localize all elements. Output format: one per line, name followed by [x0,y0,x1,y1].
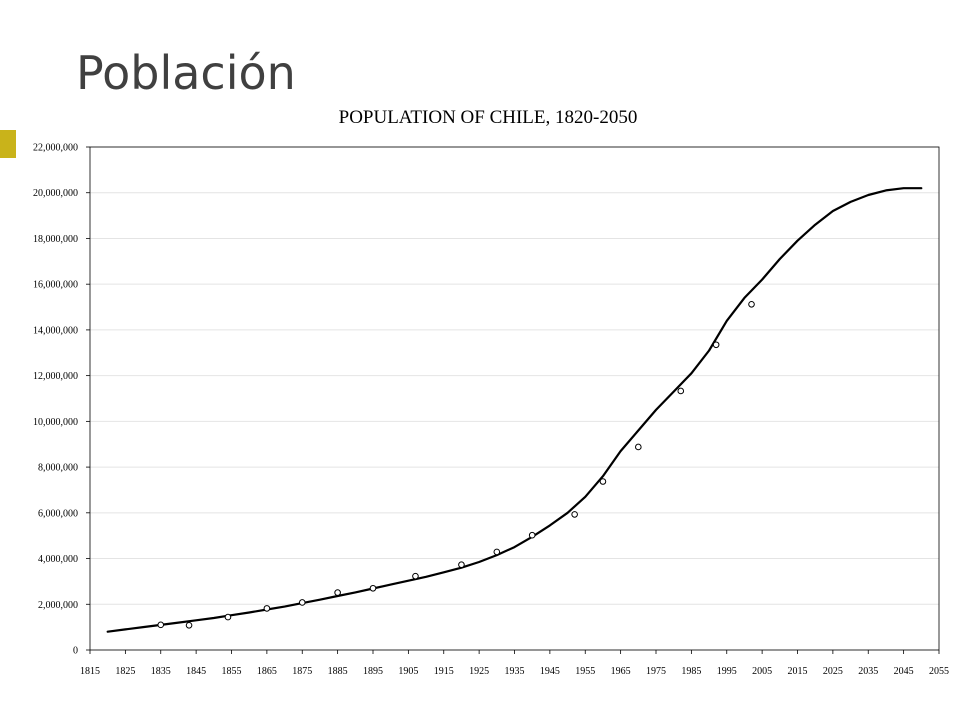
census-point [369,584,377,592]
census-point [528,531,536,539]
census-point [677,387,685,395]
y-tick-label: 4,000,000 [38,554,78,565]
y-tick-label: 12,000,000 [33,371,78,382]
x-tick-label: 1905 [398,666,418,676]
x-tick-label: 1965 [611,666,631,676]
chart-title: POPULATION OF CHILE, 1820-2050 [339,107,638,128]
x-tick-label: 1925 [469,666,489,676]
x-tick-label: 1875 [292,666,312,676]
x-tick-label: 1855 [222,666,242,676]
x-tick-label: 1845 [186,666,206,676]
x-tick-label: 1865 [257,666,277,676]
x-tick-label: 2055 [929,666,949,676]
census-point [748,301,755,308]
y-tick-label: 18,000,000 [33,234,78,245]
slide-title: Población [76,46,296,100]
grid-lines [90,146,939,651]
census-point [635,443,642,451]
plot-frame [89,146,940,651]
x-tick-label: 1885 [328,666,348,676]
y-tick-label: 0 [73,646,78,657]
census-point [224,613,232,621]
census-point [493,548,501,556]
y-tick-label: 8,000,000 [38,463,78,474]
y-tick-label: 16,000,000 [33,280,78,291]
census-point [263,605,271,612]
y-tick-label: 2,000,000 [38,600,78,611]
x-tick-label: 1835 [151,666,171,676]
x-tick-label: 1975 [646,666,666,676]
population-trend-line [106,187,923,633]
census-point [298,599,306,606]
x-tick-label: 2035 [858,666,878,676]
population-chart: POPULATION OF CHILE, 1820-2050 0 2,000,00… [33,107,949,677]
census-point [458,561,465,569]
x-tick-label: 1815 [80,666,100,676]
x-tick-label: 2015 [788,666,808,676]
x-tick-label: 1995 [717,666,737,676]
x-tick-label: 1945 [540,666,560,676]
census-point [185,622,193,629]
y-tick-label: 10,000,000 [33,417,78,428]
x-tick-label: 1985 [681,666,701,676]
series-layer [106,187,923,633]
y-tick-label: 22,000,000 [33,143,78,154]
census-point [412,572,419,580]
x-tick-label: 1895 [363,666,383,676]
y-tick-label: 6,000,000 [38,508,78,519]
x-tick-label: 2045 [894,666,914,676]
census-point [571,511,578,518]
y-tick-label: 14,000,000 [33,325,78,336]
census-point [599,478,607,485]
accent-square [0,130,16,158]
x-tick-label: 2005 [752,666,772,676]
x-tick-label: 1825 [115,666,135,676]
x-tick-label: 1955 [575,666,595,676]
census-point [157,621,165,629]
x-tick-label: 1915 [434,666,454,676]
axis-ticks: 0 2,000,000 4,000,000 6,000,000 8,000,000 10,… [33,143,949,677]
y-tick-label: 20,000,000 [33,188,78,199]
census-point [334,589,341,596]
x-tick-label: 2025 [823,666,843,676]
census-point [712,341,720,349]
x-tick-label: 1935 [505,666,525,676]
